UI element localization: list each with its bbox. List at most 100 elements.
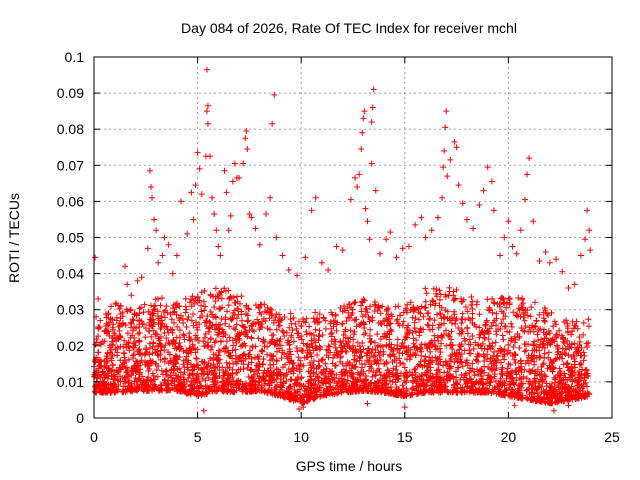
data-point xyxy=(523,347,530,354)
data-point xyxy=(431,332,438,339)
data-point xyxy=(385,311,392,318)
data-point xyxy=(435,361,442,368)
data-point xyxy=(407,307,414,314)
data-point xyxy=(444,369,451,376)
data-point xyxy=(429,297,436,304)
data-point xyxy=(418,214,425,221)
data-point xyxy=(483,319,490,326)
data-point xyxy=(544,396,551,403)
data-point xyxy=(136,375,143,382)
x-tick-label: 0 xyxy=(90,429,98,445)
x-tick-label: 5 xyxy=(194,429,202,445)
data-point xyxy=(516,334,523,341)
data-point xyxy=(308,353,315,360)
data-point xyxy=(279,364,286,371)
data-point xyxy=(292,397,299,404)
data-point xyxy=(129,327,136,334)
data-point xyxy=(196,297,203,304)
data-point xyxy=(189,371,196,378)
data-point xyxy=(100,379,107,386)
data-point xyxy=(93,374,100,381)
data-point xyxy=(366,236,373,243)
data-point xyxy=(511,402,518,409)
data-point xyxy=(531,361,538,368)
data-point xyxy=(190,297,197,304)
data-point xyxy=(562,346,569,353)
data-point xyxy=(212,326,219,333)
data-point xyxy=(366,363,373,370)
data-point xyxy=(365,382,372,389)
data-point xyxy=(303,388,310,395)
data-point xyxy=(117,322,124,329)
data-point xyxy=(153,366,160,373)
data-point xyxy=(343,362,350,369)
data-point xyxy=(501,387,508,394)
data-point xyxy=(142,358,149,365)
data-point xyxy=(294,388,301,395)
data-point xyxy=(298,346,305,353)
data-point xyxy=(543,310,550,317)
data-point xyxy=(498,381,505,388)
data-point xyxy=(155,315,162,322)
data-point xyxy=(555,348,562,355)
data-point xyxy=(251,354,258,361)
data-point xyxy=(109,361,116,368)
data-point xyxy=(244,364,251,371)
data-point xyxy=(482,321,489,328)
data-point xyxy=(508,391,515,398)
data-point xyxy=(528,354,535,361)
data-point xyxy=(232,352,239,359)
data-point xyxy=(450,384,457,391)
data-point xyxy=(394,372,401,379)
data-point xyxy=(421,304,428,311)
data-point xyxy=(561,384,568,391)
data-point xyxy=(149,194,156,201)
data-point xyxy=(219,388,226,395)
data-point xyxy=(547,384,554,391)
data-point xyxy=(395,303,402,310)
data-point xyxy=(252,320,259,327)
data-point xyxy=(195,338,202,345)
data-point xyxy=(244,146,251,153)
data-point xyxy=(224,364,231,371)
data-point xyxy=(168,374,175,381)
data-point xyxy=(171,356,178,363)
data-point xyxy=(530,393,537,400)
data-point xyxy=(369,373,376,380)
data-point xyxy=(339,360,346,367)
data-point xyxy=(386,321,393,328)
data-point xyxy=(447,352,454,359)
data-point xyxy=(534,386,541,393)
data-point xyxy=(542,389,549,396)
data-point xyxy=(433,293,440,300)
data-point xyxy=(227,353,234,360)
data-point xyxy=(102,323,109,330)
data-point xyxy=(428,337,435,344)
data-point xyxy=(144,245,151,252)
data-point xyxy=(178,198,185,205)
data-point xyxy=(275,366,282,373)
data-point xyxy=(183,353,190,360)
data-point xyxy=(501,234,508,241)
data-point xyxy=(436,302,443,309)
data-point xyxy=(190,375,197,382)
data-point xyxy=(447,341,454,348)
x-tick-label: 10 xyxy=(293,429,309,445)
data-point xyxy=(485,372,492,379)
data-point xyxy=(276,317,283,324)
data-point xyxy=(387,377,394,384)
data-point xyxy=(252,343,259,350)
data-point xyxy=(467,367,473,374)
data-point xyxy=(550,365,557,372)
data-point xyxy=(235,311,242,318)
chart-title: Day 084 of 2026, Rate Of TEC Index for r… xyxy=(181,20,517,36)
data-point xyxy=(220,369,227,376)
data-point xyxy=(233,377,240,384)
data-point xyxy=(432,346,439,353)
data-point xyxy=(386,388,393,395)
data-point xyxy=(412,350,419,357)
data-point xyxy=(165,382,172,389)
data-point xyxy=(498,347,505,354)
data-point xyxy=(485,364,492,371)
data-point xyxy=(280,328,287,335)
